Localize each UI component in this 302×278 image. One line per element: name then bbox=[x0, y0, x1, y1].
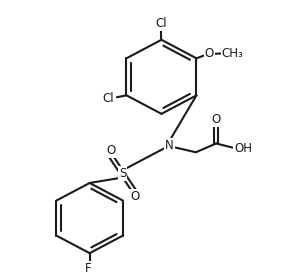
Text: O: O bbox=[205, 48, 214, 60]
Text: O: O bbox=[212, 113, 221, 126]
Text: O: O bbox=[106, 144, 115, 157]
Text: CH₃: CH₃ bbox=[222, 47, 243, 60]
Text: OH: OH bbox=[234, 142, 252, 155]
Text: Cl: Cl bbox=[156, 17, 167, 30]
Text: Cl: Cl bbox=[102, 91, 114, 105]
Text: F: F bbox=[85, 262, 92, 275]
Text: N: N bbox=[165, 139, 174, 152]
Text: O: O bbox=[130, 190, 139, 203]
Text: S: S bbox=[119, 167, 126, 180]
